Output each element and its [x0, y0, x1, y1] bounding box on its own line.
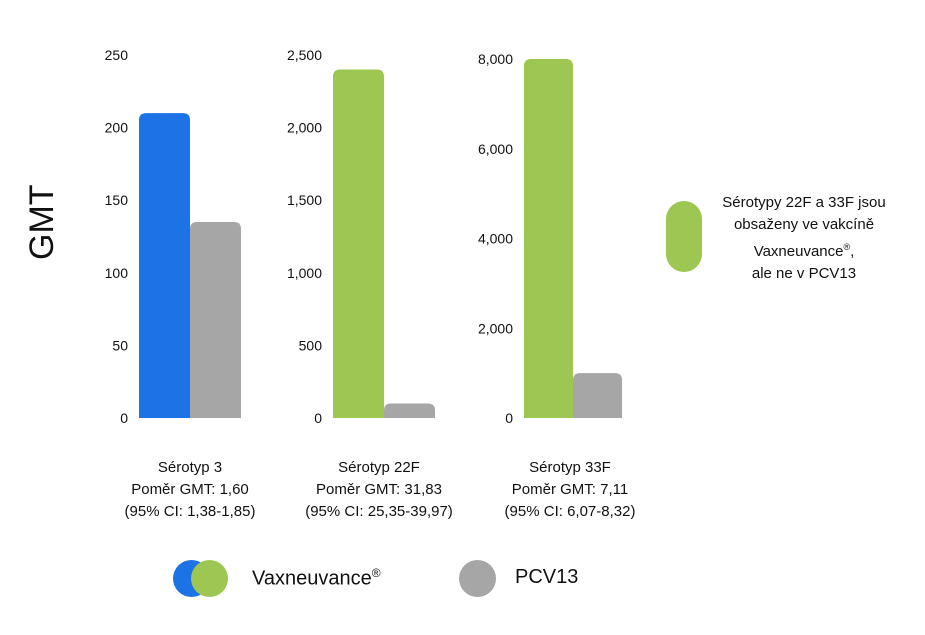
legend-green-dot-icon [191, 560, 228, 597]
y-tick-label: 2,500 [287, 47, 322, 63]
y-tick-label: 200 [105, 120, 129, 136]
registered-mark: ® [371, 566, 381, 580]
bar-vaxneuvance [333, 69, 384, 419]
caption-ratio: Poměr GMT: 7,11 [511, 481, 629, 498]
bar-vaxneuvance [524, 59, 573, 418]
legend-pcv13: PCV13 [515, 566, 579, 588]
caption-ci: (95% CI: 1,38-1,85) [124, 503, 256, 520]
chart-2: 0 2,000 4,000 6,000 8,000 [478, 51, 622, 426]
caption-title: Sérotyp 3 [157, 459, 223, 476]
bar-vaxneuvance [139, 113, 190, 418]
caption-serotype-33f: Sérotyp 33F Poměr GMT: 7,11 (95% CI: 6,0… [460, 457, 680, 523]
note-line: Sérotypy 22F a 33F jsou [722, 194, 886, 211]
y-tick-label: 0 [120, 410, 128, 426]
y-axis-label: GMT [23, 184, 61, 260]
caption-ratio: Poměr GMT: 31,83 [316, 481, 442, 498]
y-tick-label: 2,000 [478, 320, 513, 336]
caption-serotype-22f: Sérotyp 22F Poměr GMT: 31,83 (95% CI: 25… [269, 457, 489, 523]
y-tick-label: 4,000 [478, 231, 513, 247]
legend-gray-dot-icon [459, 560, 496, 597]
y-tick-label: 500 [299, 337, 323, 353]
caption-serotype-3: Sérotyp 3 Poměr GMT: 1,60 (95% CI: 1,38-… [80, 457, 300, 523]
caption-ci: (95% CI: 25,35-39,97) [305, 503, 453, 520]
note-brand: Vaxneuvance [753, 243, 844, 260]
y-tick-label: 1,000 [287, 265, 322, 281]
y-tick-label: 2,000 [287, 120, 322, 136]
y-tick-label: 0 [505, 410, 513, 426]
bar-pcv13 [573, 373, 622, 418]
caption-title: Sérotyp 22F [338, 459, 420, 476]
legend-label: Vaxneuvance [252, 567, 372, 590]
note-text: Sérotypy 22F a 33F jsou obsaženy ve vakc… [712, 192, 896, 285]
chart-1: 0 500 1,000 1,500 2,000 2,500 [287, 47, 435, 426]
note-line: ale ne v PCV13 [751, 265, 857, 282]
y-tick-label: 150 [105, 192, 129, 208]
chart-0: 0 50 100 150 200 250 [105, 47, 241, 426]
y-tick-label: 100 [105, 265, 129, 281]
note-line: Vaxneuvance®, [712, 236, 896, 263]
note-green-pill-icon [666, 201, 702, 272]
y-tick-label: 0 [314, 410, 322, 426]
note-line: obsaženy ve vakcíně [733, 216, 875, 233]
legend-vaxneuvance: Vaxneuvance® [252, 566, 381, 591]
bar-pcv13 [384, 403, 435, 418]
y-tick-label: 8,000 [478, 51, 513, 67]
bar-pcv13 [190, 221, 241, 418]
y-tick-label: 6,000 [478, 141, 513, 157]
caption-ci: (95% CI: 6,07-8,32) [504, 503, 636, 520]
registered-mark: ® [843, 242, 851, 252]
note-comma: , [850, 243, 855, 260]
caption-ratio: Poměr GMT: 1,60 [131, 481, 249, 498]
y-tick-label: 50 [112, 337, 128, 353]
caption-title: Sérotyp 33F [529, 459, 611, 476]
y-tick-label: 1,500 [287, 192, 322, 208]
y-tick-label: 250 [105, 47, 129, 63]
